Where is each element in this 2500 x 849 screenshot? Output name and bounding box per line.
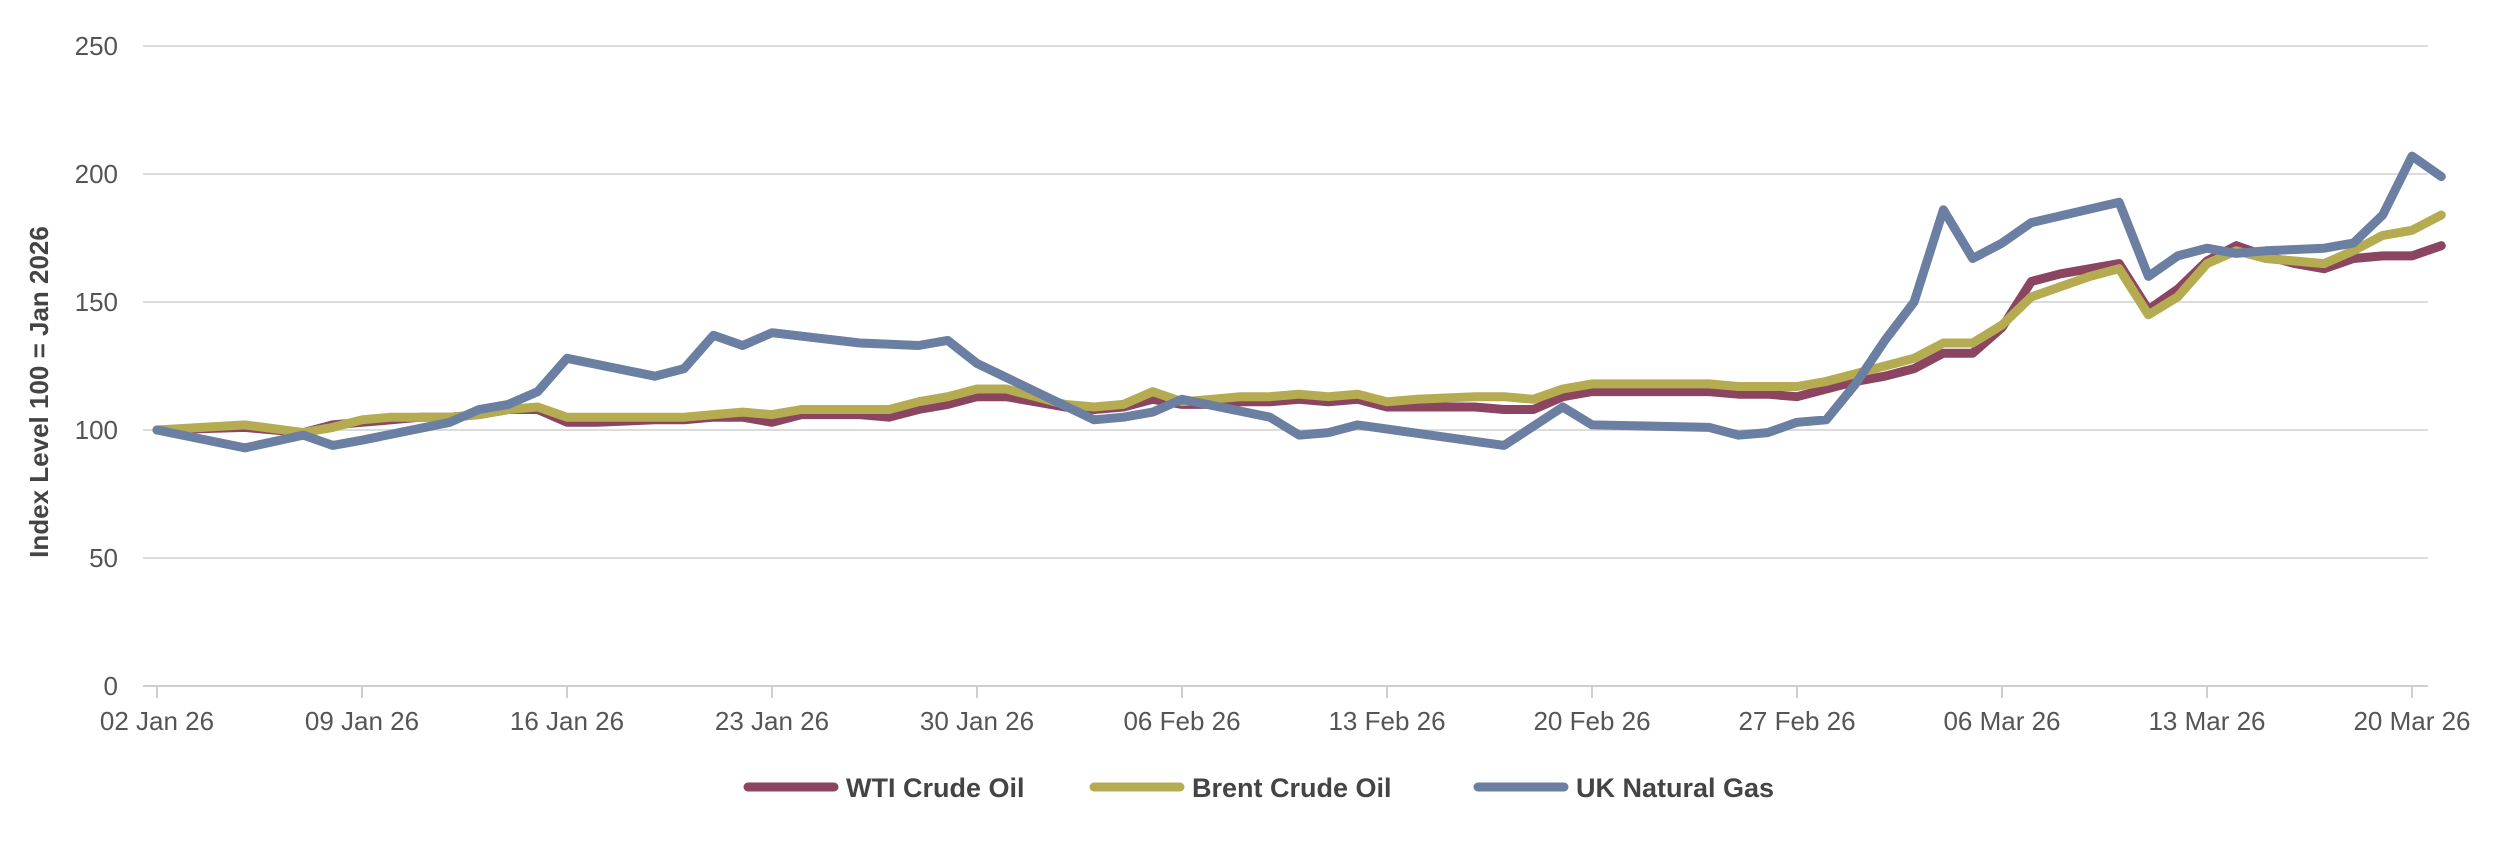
legend-label: UK Natural Gas [1576,773,1774,803]
legend-item-wti-crude-oil: WTI Crude Oil [743,773,1025,803]
x-tick-label: 16 Jan 26 [510,706,624,736]
y-tick-label: 200 [75,159,118,189]
series-line-brent-crude-oil [152,210,2446,438]
y-tick-label: 100 [75,415,118,445]
legend: WTI Crude Oil Brent Crude Oil UK Natural G… [743,773,1774,803]
x-tick-label: 30 Jan 26 [920,706,1034,736]
x-tick-label: 13 Mar 26 [2148,706,2265,736]
series-lines [152,151,2446,453]
legend-label: Brent Crude Oil [1192,773,1392,803]
y-tick-label: 250 [75,31,118,61]
x-tick-label: 09 Jan 26 [305,706,419,736]
x-axis-ticks: 02 Jan 26 09 Jan 26 16 Jan 26 23 Jan 26 30 J… [100,686,2471,736]
x-tick-label: 02 Jan 26 [100,706,214,736]
series-line-wti-crude-oil [152,241,2446,438]
x-tick-label: 23 Jan 26 [715,706,829,736]
x-tick-label: 06 Feb 26 [1123,706,1240,736]
y-axis-title: Index Level 100 = Jan 2026 [24,226,54,558]
legend-label: WTI Crude Oil [846,773,1025,803]
grid-lines [143,45,2428,687]
x-tick-label: 20 Feb 26 [1533,706,1650,736]
x-tick-label: 06 Mar 26 [1943,706,2060,736]
legend-item-brent-crude-oil: Brent Crude Oil [1089,773,1392,803]
x-tick-label: 13 Feb 26 [1328,706,1445,736]
x-tick-label: 27 Feb 26 [1738,706,1855,736]
legend-item-uk-natural-gas: UK Natural Gas [1473,773,1774,803]
y-tick-label: 0 [104,671,118,701]
series-line-uk-natural-gas [152,151,2446,453]
x-tick-label: 20 Mar 26 [2353,706,2470,736]
y-tick-label: 50 [89,543,118,573]
y-tick-label: 150 [75,287,118,317]
y-axis-ticks: 0 50 100 150 200 250 [75,31,118,701]
